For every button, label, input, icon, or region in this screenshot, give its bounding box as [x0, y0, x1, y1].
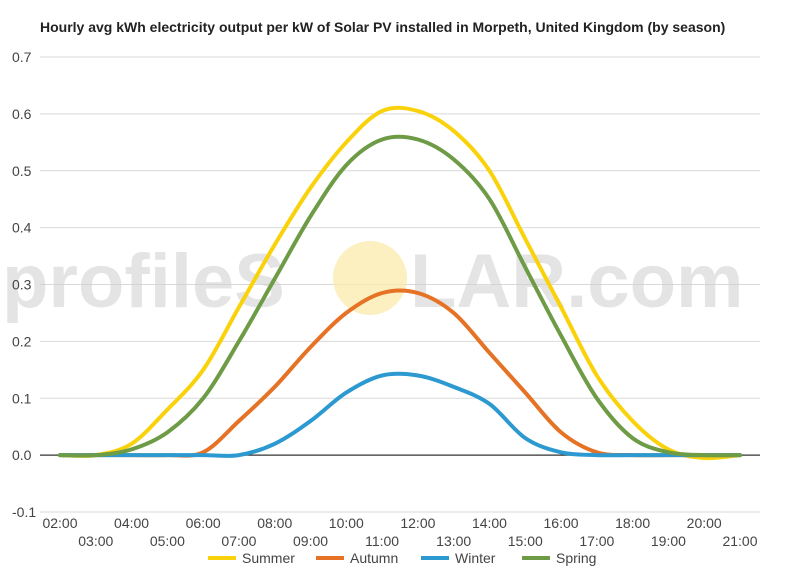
watermark: profileS LAR.com [2, 239, 744, 324]
x-tick-label: 13:00 [436, 533, 471, 549]
x-tick-label: 05:00 [150, 533, 185, 549]
x-tick-label: 12:00 [400, 515, 435, 531]
x-tick-label: 07:00 [221, 533, 256, 549]
y-tick-label: 0.1 [12, 390, 32, 406]
series-line-spring [58, 134, 742, 458]
y-axis-tick-labels: -0.1 0.0 0.1 0.2 0.3 0.4 0.5 0.6 0.7 [12, 49, 36, 520]
x-tick-label: 02:00 [42, 515, 77, 531]
y-tick-label: 0.4 [12, 220, 32, 236]
series-line-winter [58, 371, 742, 458]
x-tick-label: 19:00 [651, 533, 686, 549]
watermark-sun-icon [333, 241, 407, 315]
x-tick-label: 08:00 [257, 515, 292, 531]
legend-label-spring: Spring [556, 550, 596, 566]
x-tick-label: 15:00 [508, 533, 543, 549]
x-tick-label: 04:00 [114, 515, 149, 531]
series-line-summer [58, 105, 742, 461]
y-tick-label: 0.5 [12, 163, 32, 179]
x-tick-label: 11:00 [365, 533, 399, 549]
x-tick-label: 20:00 [687, 515, 722, 531]
x-tick-label: 17:00 [579, 533, 614, 549]
y-tick-label: 0.3 [12, 277, 32, 293]
legend: Summer Autumn Winter Spring [208, 550, 596, 566]
x-tick-label: 03:00 [78, 533, 113, 549]
y-tick-label: 0.2 [12, 333, 32, 349]
watermark-text-left: profileS [2, 239, 285, 324]
x-tick-label: 06:00 [186, 515, 221, 531]
y-tick-label: 0.6 [12, 106, 32, 122]
watermark-text-right: LAR.com [410, 239, 744, 324]
x-tick-label: 14:00 [472, 515, 507, 531]
x-tick-label: 16:00 [544, 515, 579, 531]
chart-title: Hourly avg kWh electricity output per kW… [40, 19, 726, 35]
legend-label-winter: Winter [455, 550, 496, 566]
legend-label-summer: Summer [242, 550, 295, 566]
legend-label-autumn: Autumn [350, 550, 398, 566]
y-tick-label: 0.7 [12, 49, 32, 65]
y-tick-label: 0.0 [12, 447, 32, 463]
y-tick-label: -0.1 [12, 504, 36, 520]
series-lines [58, 105, 742, 461]
x-tick-label: 09:00 [293, 533, 328, 549]
x-tick-label: 21:00 [722, 533, 757, 549]
x-axis-tick-labels: 02:0003:0004:0005:0006:0007:0008:0009:00… [42, 515, 757, 549]
x-tick-label: 18:00 [615, 515, 650, 531]
x-tick-label: 10:00 [329, 515, 364, 531]
